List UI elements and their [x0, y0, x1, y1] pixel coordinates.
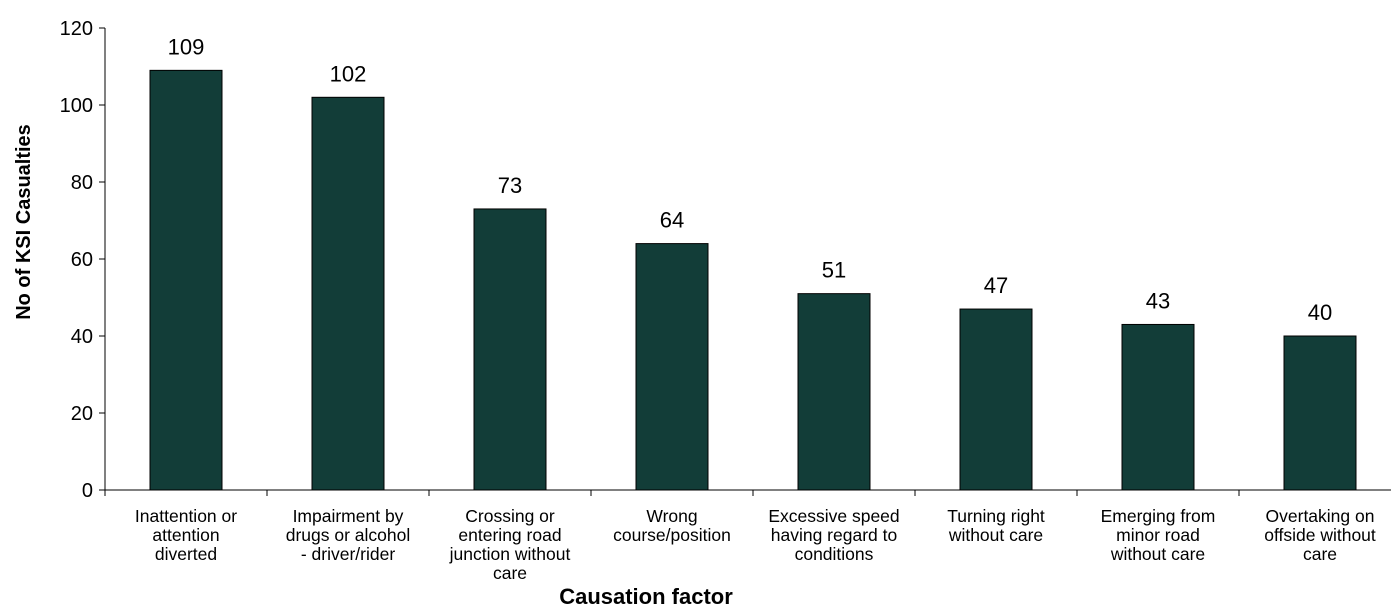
- x-axis-title: Causation factor: [559, 584, 733, 609]
- data-label: 40: [1308, 300, 1332, 325]
- data-label: 64: [660, 208, 684, 233]
- data-label: 51: [822, 258, 846, 283]
- category-label: Crossing or entering road junction without…: [449, 506, 571, 583]
- y-axis-ticks: 0 20 40 60 80 100 120: [60, 18, 105, 502]
- category-label: Emerging from minor road without care: [1101, 506, 1216, 564]
- y-tick-label: 100: [60, 95, 93, 117]
- y-tick-label: 60: [71, 249, 93, 271]
- category-label: Excessive speed having regard to condition…: [768, 506, 899, 564]
- y-tick-label: 40: [71, 326, 93, 348]
- data-label: 43: [1146, 288, 1170, 313]
- category-label: Turning right without care: [947, 506, 1045, 545]
- category-label: Impairment by drugs or alcohol - driver/ri…: [286, 506, 411, 564]
- bars: [149, 69, 1357, 491]
- y-axis-title: No of KSI Casualties: [13, 124, 35, 320]
- y-tick-label: 80: [71, 172, 93, 194]
- category-labels: Inattention or attention diverted Impairmen…: [135, 506, 1376, 583]
- data-label: 109: [168, 34, 205, 59]
- data-label: 47: [984, 273, 1008, 298]
- data-label: 73: [498, 173, 522, 198]
- y-tick-label: 120: [60, 18, 93, 40]
- y-tick-label: 20: [71, 403, 93, 425]
- bar: [959, 308, 1033, 491]
- bar: [797, 293, 871, 491]
- category-label: Overtaking on offside without care: [1264, 506, 1376, 564]
- category-label: Inattention or attention diverted: [135, 506, 237, 564]
- data-labels: 109 102 73 64 51 47 43 40: [168, 34, 1333, 325]
- bar: [149, 69, 223, 491]
- bar: [635, 243, 709, 491]
- data-label: 102: [330, 61, 367, 86]
- y-tick-label: 0: [82, 480, 93, 502]
- bar: [311, 96, 385, 491]
- bar: [473, 208, 547, 491]
- x-axis-ticks: [104, 490, 1240, 496]
- category-label: Wrong course/position: [613, 506, 731, 545]
- bar: [1121, 323, 1195, 491]
- bar: [1283, 335, 1357, 491]
